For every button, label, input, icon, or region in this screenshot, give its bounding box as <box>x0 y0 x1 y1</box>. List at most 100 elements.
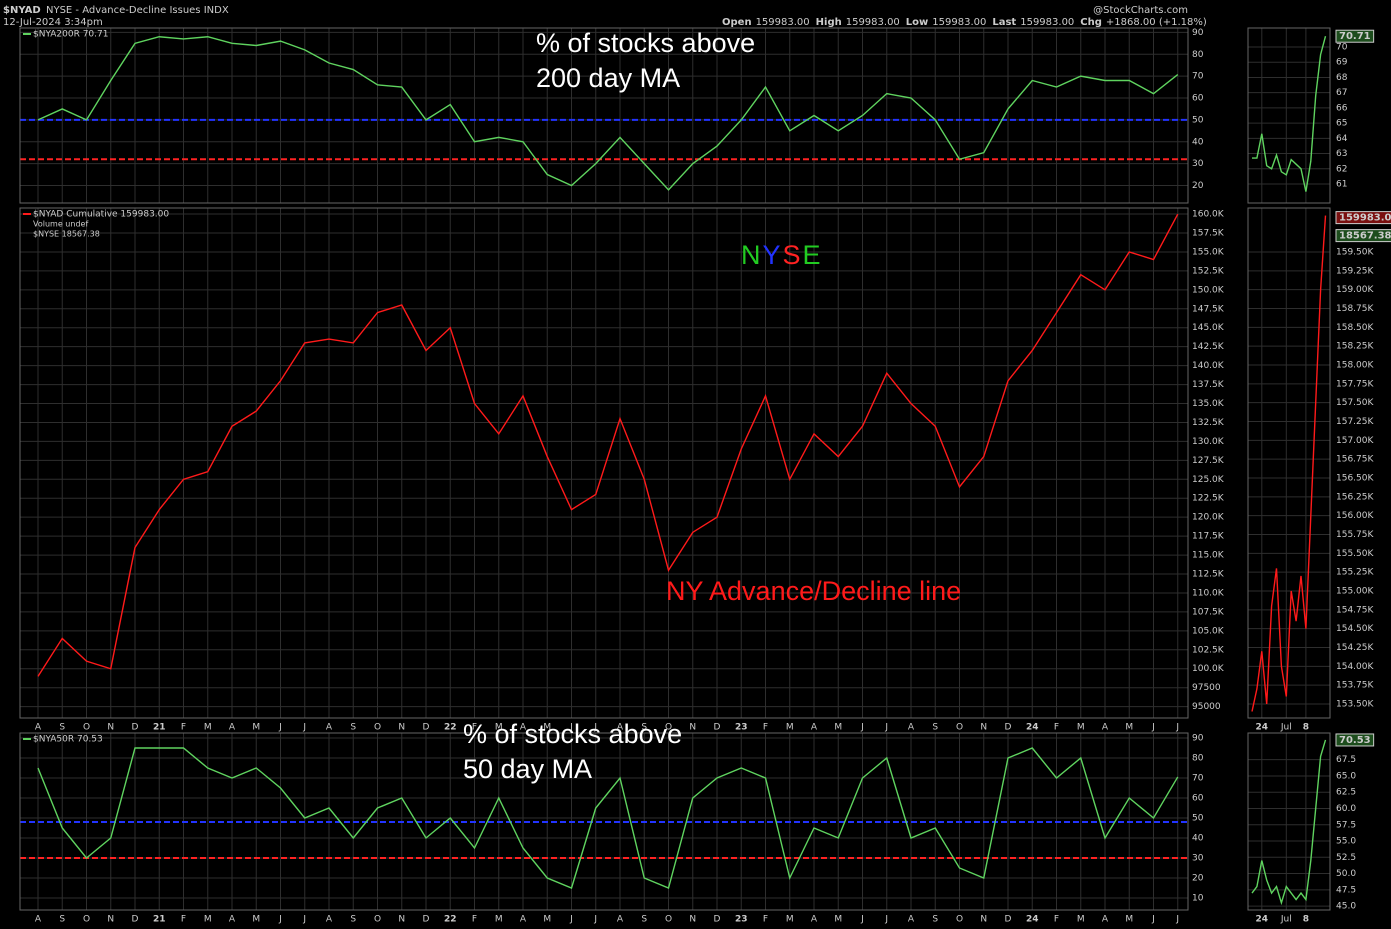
annotation: 200 day MA <box>536 63 680 93</box>
x-tick-label: N <box>980 723 987 733</box>
x-tick-label: D <box>1005 723 1012 733</box>
legend: $NYA200R 70.71 <box>33 30 108 40</box>
x-tick-label: 8 <box>1303 915 1309 925</box>
y-tick-label: 127.5K <box>1192 456 1225 466</box>
x-tick-label: F <box>763 915 768 925</box>
y-tick-label: 122.5K <box>1192 494 1225 504</box>
y-tick-label: 30 <box>1192 159 1204 169</box>
y-tick-label: 140.0K <box>1192 361 1225 371</box>
panel-border <box>1247 207 1331 719</box>
x-tick-label: M <box>252 723 260 733</box>
x-tick-label: J <box>569 915 573 925</box>
y-tick-label: 100.0K <box>1192 664 1225 674</box>
y-tick-label: 135.0K <box>1192 399 1225 409</box>
x-tick-label: F <box>763 723 768 733</box>
x-tick-label: J <box>860 723 864 733</box>
x-tick-label: J <box>302 723 306 733</box>
y-tick-label: 155.50K <box>1336 549 1374 559</box>
x-tick-label: F <box>472 915 477 925</box>
x-tick-label: N <box>689 723 696 733</box>
x-tick-label: J <box>593 723 597 733</box>
x-tick-label: F <box>1054 723 1059 733</box>
x-tick-label: O <box>374 915 381 925</box>
x-tick-label: F <box>181 915 186 925</box>
series-line <box>37 36 1179 191</box>
description: NYSE - Advance-Decline Issues INDX <box>46 5 229 16</box>
y-tick-label: 50 <box>1192 814 1204 824</box>
series-line <box>1252 36 1327 192</box>
y-tick-label: 57.5 <box>1336 820 1356 830</box>
y-tick-label: 50.0 <box>1336 869 1356 879</box>
quote-label: Chg <box>1080 17 1102 28</box>
y-tick-label: 60 <box>1192 94 1204 104</box>
y-tick-label: 156.75K <box>1336 455 1374 465</box>
x-tick-label: N <box>107 723 114 733</box>
legend-extra: $NYSE 18567.38 <box>33 230 100 239</box>
x-tick-label: 24 <box>1256 915 1269 925</box>
y-tick-label: 115.0K <box>1192 551 1225 561</box>
x-tick-label: N <box>107 915 114 925</box>
y-tick-label: 61 <box>1336 179 1347 189</box>
x-tick-label: A <box>908 915 915 925</box>
y-tick-label: 150.0K <box>1192 285 1225 295</box>
y-tick-label: 155.0K <box>1192 247 1225 257</box>
annotation: % of stocks above <box>536 28 755 58</box>
quote-value: 159983.00 <box>932 17 986 28</box>
x-tick-label: J <box>302 915 306 925</box>
series-line <box>37 213 1179 677</box>
y-tick-label: 154.00K <box>1336 662 1374 672</box>
y-tick-label: 45.0 <box>1336 902 1356 912</box>
x-tick-label: J <box>1151 915 1155 925</box>
quote-label: High <box>816 17 842 28</box>
x-tick-label: M <box>204 915 212 925</box>
y-tick-label: 157.5K <box>1192 229 1225 239</box>
panel-border <box>1247 27 1331 204</box>
x-tick-label: A <box>229 915 236 925</box>
x-tick-label: J <box>1151 723 1155 733</box>
y-tick-label: 158.25K <box>1336 342 1374 352</box>
x-tick-label: A <box>908 723 915 733</box>
y-tick-label: 157.00K <box>1336 436 1374 446</box>
y-tick-label: 125.0K <box>1192 475 1225 485</box>
x-tick-label: S <box>932 723 938 733</box>
y-tick-label: 154.50K <box>1336 624 1374 634</box>
y-tick-label: 154.75K <box>1336 605 1374 615</box>
x-tick-label: M <box>204 723 212 733</box>
y-tick-label: 69 <box>1336 58 1348 68</box>
panel-border <box>19 207 1189 719</box>
legend: $NYA50R 70.53 <box>33 735 103 745</box>
x-tick-label: 23 <box>735 723 748 733</box>
y-tick-label: 159.25K <box>1336 266 1374 276</box>
x-tick-label: 22 <box>444 915 457 925</box>
x-tick-label: J <box>884 723 888 733</box>
x-tick-label: M <box>252 915 260 925</box>
x-tick-label: M <box>1125 915 1133 925</box>
x-tick-label: F <box>472 723 477 733</box>
x-tick-label: A <box>520 723 527 733</box>
source: @StockCharts.com <box>1093 5 1188 16</box>
panel-border <box>1247 732 1331 911</box>
series-line <box>1251 215 1327 712</box>
x-tick-label: J <box>860 915 864 925</box>
x-tick-label: O <box>956 915 963 925</box>
x-tick-label: N <box>398 915 405 925</box>
y-tick-label: 157.25K <box>1336 417 1374 427</box>
y-tick-label: 97500 <box>1192 683 1221 693</box>
y-tick-label: 67.5 <box>1336 755 1356 765</box>
x-tick-label: A <box>326 723 333 733</box>
last-value-box <box>1335 29 1375 43</box>
x-tick-label: M <box>543 723 551 733</box>
x-tick-label: N <box>689 915 696 925</box>
x-tick-label: D <box>132 915 139 925</box>
y-tick-label: 159.50K <box>1336 247 1374 257</box>
quote-value: 159983.00 <box>1020 17 1074 28</box>
panel-border <box>19 732 1189 911</box>
symbol: $NYAD <box>3 5 41 16</box>
y-tick-label: 95000 <box>1192 702 1221 712</box>
last-value-label: 159983.00 <box>1339 213 1391 224</box>
x-tick-label: S <box>932 915 938 925</box>
y-tick-label: 90 <box>1192 28 1204 38</box>
y-tick-label: 90 <box>1192 734 1204 744</box>
y-tick-label: 155.75K <box>1336 530 1374 540</box>
